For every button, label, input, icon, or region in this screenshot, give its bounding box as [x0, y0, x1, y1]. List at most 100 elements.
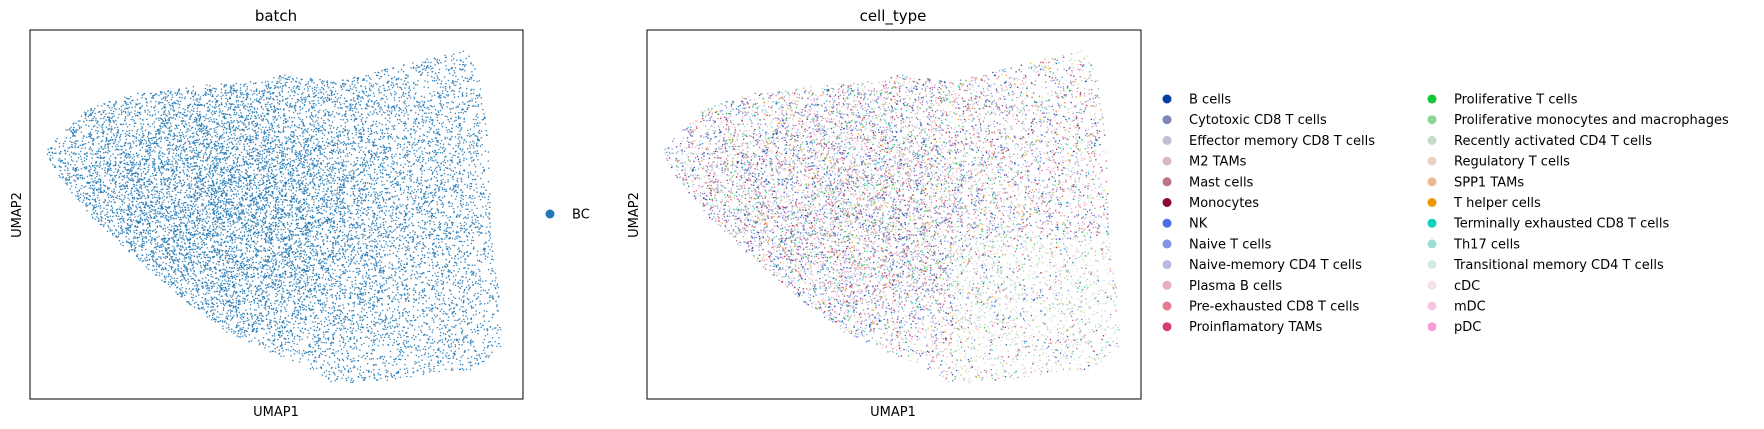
- batch-point: [238, 234, 240, 237]
- batch-point: [399, 358, 402, 361]
- batch-point: [229, 276, 232, 278]
- batch-point: [203, 104, 205, 106]
- batch-point: [334, 269, 336, 271]
- batch-point: [176, 161, 178, 163]
- batch-point: [406, 97, 409, 100]
- batch-point: [168, 176, 170, 179]
- batch-point: [105, 113, 107, 116]
- batch-point: [317, 143, 319, 145]
- batch-point: [370, 194, 373, 196]
- batch-point: [57, 159, 60, 161]
- batch-point: [244, 334, 246, 336]
- batch-point: [341, 256, 344, 258]
- batch-point: [262, 298, 264, 301]
- batch-point: [111, 117, 113, 120]
- batch-point: [370, 89, 372, 92]
- batch-point: [155, 101, 157, 103]
- batch-point: [417, 80, 419, 82]
- batch-point: [124, 116, 127, 118]
- batch-point: [115, 119, 117, 122]
- batch-point: [235, 302, 238, 304]
- batch-point: [341, 115, 343, 117]
- batch-point: [359, 303, 361, 305]
- batch-point: [123, 217, 125, 220]
- batch-point: [128, 106, 130, 109]
- batch-point: [398, 211, 401, 213]
- batch-point: [299, 143, 302, 145]
- batch-point: [352, 169, 354, 171]
- batch-point: [60, 151, 62, 153]
- batch-point: [215, 126, 217, 129]
- batch-point: [404, 176, 406, 178]
- batch-point: [494, 340, 496, 343]
- batch-point: [448, 246, 450, 248]
- batch-point: [158, 256, 160, 258]
- batch-point: [201, 202, 203, 205]
- batch-point: [129, 231, 132, 233]
- batch-point: [312, 269, 314, 272]
- batch-point: [185, 279, 187, 282]
- batch-point: [178, 171, 181, 174]
- batch-point: [351, 280, 353, 283]
- batch-point: [385, 282, 388, 284]
- batch-point: [128, 114, 131, 116]
- batch-point: [288, 78, 290, 81]
- batch-point: [65, 129, 67, 131]
- batch-point: [289, 203, 291, 206]
- batch-point: [133, 112, 136, 115]
- batch-point: [130, 177, 133, 179]
- batch-point: [167, 226, 169, 229]
- batch-point: [243, 264, 246, 266]
- batch-point: [370, 240, 372, 242]
- batch-point: [447, 344, 450, 346]
- batch-point: [404, 246, 407, 248]
- batch-point: [396, 236, 399, 239]
- batch-point: [455, 171, 458, 174]
- batch-point: [121, 175, 123, 177]
- batch-point: [174, 118, 177, 120]
- batch-point: [387, 74, 390, 76]
- batch-point: [241, 92, 243, 94]
- batch-point: [449, 216, 451, 218]
- batch-point: [270, 248, 273, 250]
- batch-point: [354, 107, 356, 110]
- batch-point: [206, 168, 208, 170]
- batch-point: [140, 128, 142, 130]
- batch-point: [264, 214, 267, 216]
- batch-point: [428, 186, 431, 188]
- batch-point: [421, 160, 424, 163]
- batch-point: [300, 100, 302, 102]
- batch-point: [111, 220, 114, 222]
- batch-point: [268, 246, 271, 248]
- batch-point: [234, 139, 236, 141]
- batch-point: [435, 159, 437, 161]
- batch-point: [311, 366, 314, 369]
- batch-point: [204, 129, 206, 131]
- batch-point: [229, 164, 231, 167]
- batch-point: [470, 229, 473, 231]
- batch-point: [236, 264, 239, 266]
- batch-point: [199, 111, 201, 113]
- batch-point: [466, 297, 469, 300]
- batch-point: [225, 94, 228, 97]
- batch-point: [470, 321, 473, 324]
- batch-point: [317, 100, 319, 102]
- batch-point: [267, 313, 269, 316]
- batch-point: [113, 178, 115, 181]
- batch-point: [416, 160, 419, 163]
- batch-point: [244, 275, 247, 278]
- batch-point: [391, 162, 393, 165]
- batch-point: [247, 323, 250, 325]
- batch-point: [306, 166, 308, 168]
- batch-point: [247, 327, 249, 330]
- batch-point: [441, 152, 444, 154]
- batch-point: [164, 113, 167, 115]
- batch-point: [344, 83, 347, 85]
- batch-point: [402, 171, 405, 174]
- batch-point: [375, 262, 377, 264]
- batch-point: [233, 174, 236, 176]
- batch-point: [210, 149, 213, 152]
- batch-point: [445, 263, 447, 265]
- batch-point: [356, 294, 359, 296]
- batch-point: [278, 247, 280, 249]
